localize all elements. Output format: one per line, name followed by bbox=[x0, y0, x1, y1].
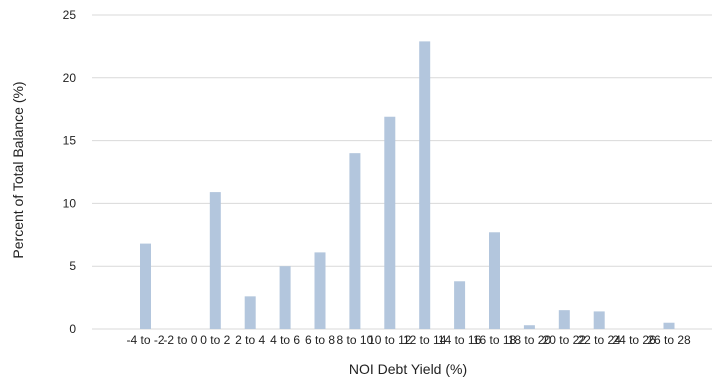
bar bbox=[349, 153, 361, 329]
gridlines bbox=[92, 14, 712, 330]
bar bbox=[279, 266, 291, 329]
bar bbox=[419, 41, 431, 329]
x-tick-label: 24 to 26 bbox=[612, 333, 656, 347]
x-tick-label: 22 to 24 bbox=[578, 333, 622, 347]
y-axis-title: Percent of Total Balance (%) bbox=[10, 81, 26, 258]
y-tick-label: 0 bbox=[69, 322, 76, 336]
x-tick-label: 20 to 22 bbox=[543, 333, 587, 347]
x-tick-label: 12 to 14 bbox=[403, 333, 447, 347]
x-tick-label: 4 to 6 bbox=[270, 333, 300, 347]
bar bbox=[593, 311, 605, 329]
bar bbox=[489, 232, 500, 329]
bar bbox=[140, 243, 151, 329]
x-tick-label: 16 to 18 bbox=[473, 333, 517, 347]
y-tick-label: 5 bbox=[69, 259, 76, 273]
x-axis-title: NOI Debt Yield (%) bbox=[349, 361, 467, 377]
y-tick-labels: 0 5 10 15 20 25 bbox=[63, 8, 77, 336]
y-tick-label: 25 bbox=[63, 8, 77, 22]
y-tick-label: 10 bbox=[63, 196, 77, 210]
x-tick-label: 8 to 10 bbox=[337, 333, 374, 347]
x-tick-label: -2 to 0 bbox=[163, 333, 197, 347]
x-tick-label: 14 to 16 bbox=[438, 333, 482, 347]
x-tick-label: 2 to 4 bbox=[235, 333, 265, 347]
bars bbox=[140, 41, 675, 330]
bar bbox=[523, 325, 535, 329]
bar bbox=[209, 192, 221, 329]
bar bbox=[244, 296, 256, 329]
x-tick-label: 26 to 28 bbox=[647, 333, 691, 347]
bar bbox=[558, 310, 570, 329]
y-tick-label: 20 bbox=[63, 71, 77, 85]
x-tick-label: -4 to -2 bbox=[126, 333, 164, 347]
x-tick-label: 10 to 12 bbox=[368, 333, 412, 347]
bar bbox=[454, 281, 466, 329]
bar bbox=[384, 116, 396, 330]
x-tick-label: 18 to 20 bbox=[508, 333, 552, 347]
x-tick-label: 6 to 8 bbox=[305, 333, 335, 347]
x-tick-label: 0 to 2 bbox=[200, 333, 230, 347]
bar bbox=[314, 252, 326, 329]
bar bbox=[663, 322, 675, 329]
y-tick-label: 15 bbox=[63, 134, 77, 148]
